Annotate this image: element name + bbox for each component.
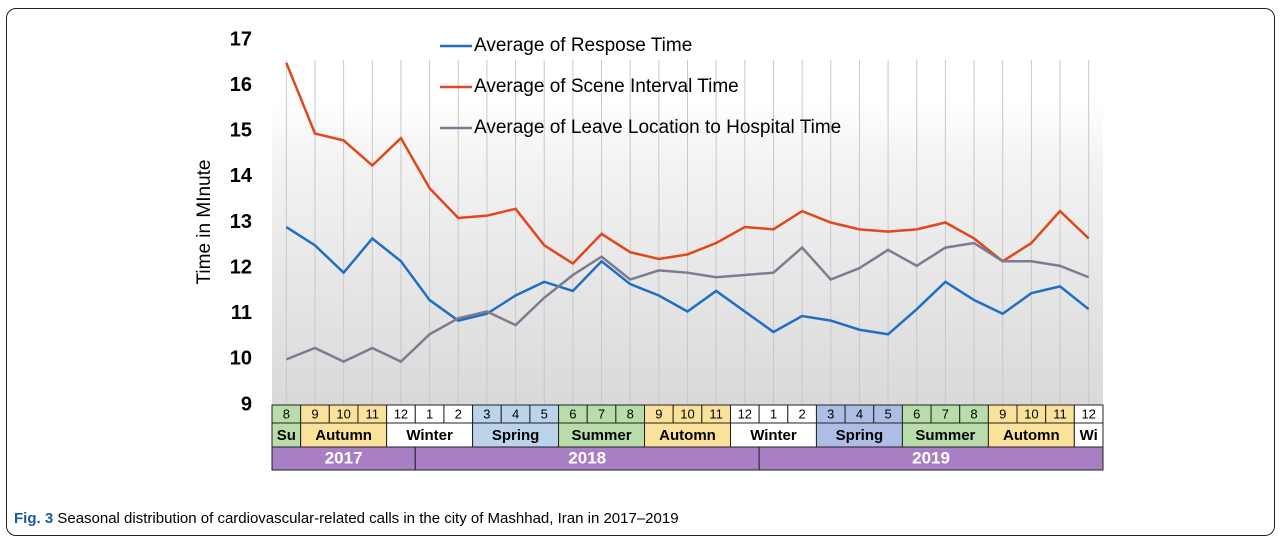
y-tick-label: 9: [241, 393, 252, 415]
x-tick-label: 5: [884, 406, 891, 421]
series-line: [285, 62, 1090, 266]
x-tick-label: 3: [483, 406, 490, 421]
x-tick-label: 2: [455, 406, 462, 421]
year-label: 2017: [325, 448, 363, 467]
season-cell: [300, 422, 388, 448]
legend-label: Average of Leave Location to Hospital Ti…: [474, 117, 841, 138]
caption: Fig. 3 Seasonal distribution of cardiova…: [14, 510, 679, 527]
season-cell: [729, 422, 817, 448]
x-tick-label: 7: [598, 406, 605, 421]
y-tick-label: 12: [230, 256, 252, 278]
x-tick-label: 5: [541, 406, 548, 421]
season-label: Winter: [406, 427, 453, 444]
x-tick-label: 12: [1081, 406, 1095, 421]
y-tick-label: 15: [230, 120, 252, 142]
season-cell: [271, 422, 302, 448]
x-tick-label: 10: [680, 406, 694, 421]
x-tick-label: 11: [709, 406, 723, 421]
season-cell: [987, 422, 1075, 448]
x-tick-label: 6: [913, 406, 920, 421]
y-tick-label: 10: [230, 348, 252, 370]
season-label: Spring: [836, 427, 884, 444]
y-axis-label: Time in MInute: [194, 160, 215, 285]
x-tick-label: 9: [999, 406, 1006, 421]
x-tick-label: 8: [970, 406, 977, 421]
season-label: Automn: [659, 427, 716, 444]
x-tick-label: 9: [655, 406, 662, 421]
x-tick-label: 11: [366, 406, 380, 421]
legend-label: Average of Scene Interval Time: [474, 76, 739, 97]
x-tick-label: 2: [799, 406, 806, 421]
year-label: 2019: [912, 448, 950, 467]
season-label: Wi: [1080, 427, 1098, 444]
x-tick-label: 4: [512, 406, 519, 421]
x-tick-label: 11: [1053, 406, 1067, 421]
x-tick-label: 12: [738, 406, 752, 421]
x-tick-label: 10: [1024, 406, 1038, 421]
x-tick-label: 8: [283, 406, 290, 421]
season-label: Autumn: [315, 427, 372, 444]
y-tick-label: 11: [231, 302, 252, 324]
season-cell: [815, 422, 903, 448]
y-tick-label: 13: [230, 211, 252, 233]
x-tick-label: 10: [336, 406, 350, 421]
x-tick-label: 4: [856, 406, 863, 421]
x-tick-label: 1: [426, 406, 433, 421]
season-label: Su: [277, 427, 296, 444]
x-tick-label: 1: [770, 406, 777, 421]
y-tick-label: 16: [230, 74, 252, 96]
season-label: Winter: [750, 427, 797, 444]
season-label: Spring: [492, 427, 540, 444]
x-tick-label: 9: [311, 406, 318, 421]
y-tick-label: 14: [230, 165, 253, 187]
season-label: Summer: [915, 427, 975, 444]
x-tick-label: 3: [827, 406, 834, 421]
series-line: [285, 226, 1090, 336]
year-cell: [758, 446, 1104, 471]
x-tick-label: 7: [942, 406, 949, 421]
season-label: Summer: [572, 427, 632, 444]
legend-label: Average of Respose Time: [474, 35, 692, 56]
series-line: [285, 241, 1090, 364]
x-tick-label: 12: [394, 406, 408, 421]
x-tick-label: 8: [627, 406, 634, 421]
y-tick-label: 17: [230, 28, 252, 50]
figure-frame: [6, 8, 1275, 536]
year-label: 2018: [568, 448, 606, 467]
caption-text: Seasonal distribution of cardiovascular-…: [57, 510, 678, 527]
caption-label: Fig. 3: [14, 510, 53, 527]
x-tick-label: 6: [569, 406, 576, 421]
season-label: Automn: [1003, 427, 1060, 444]
